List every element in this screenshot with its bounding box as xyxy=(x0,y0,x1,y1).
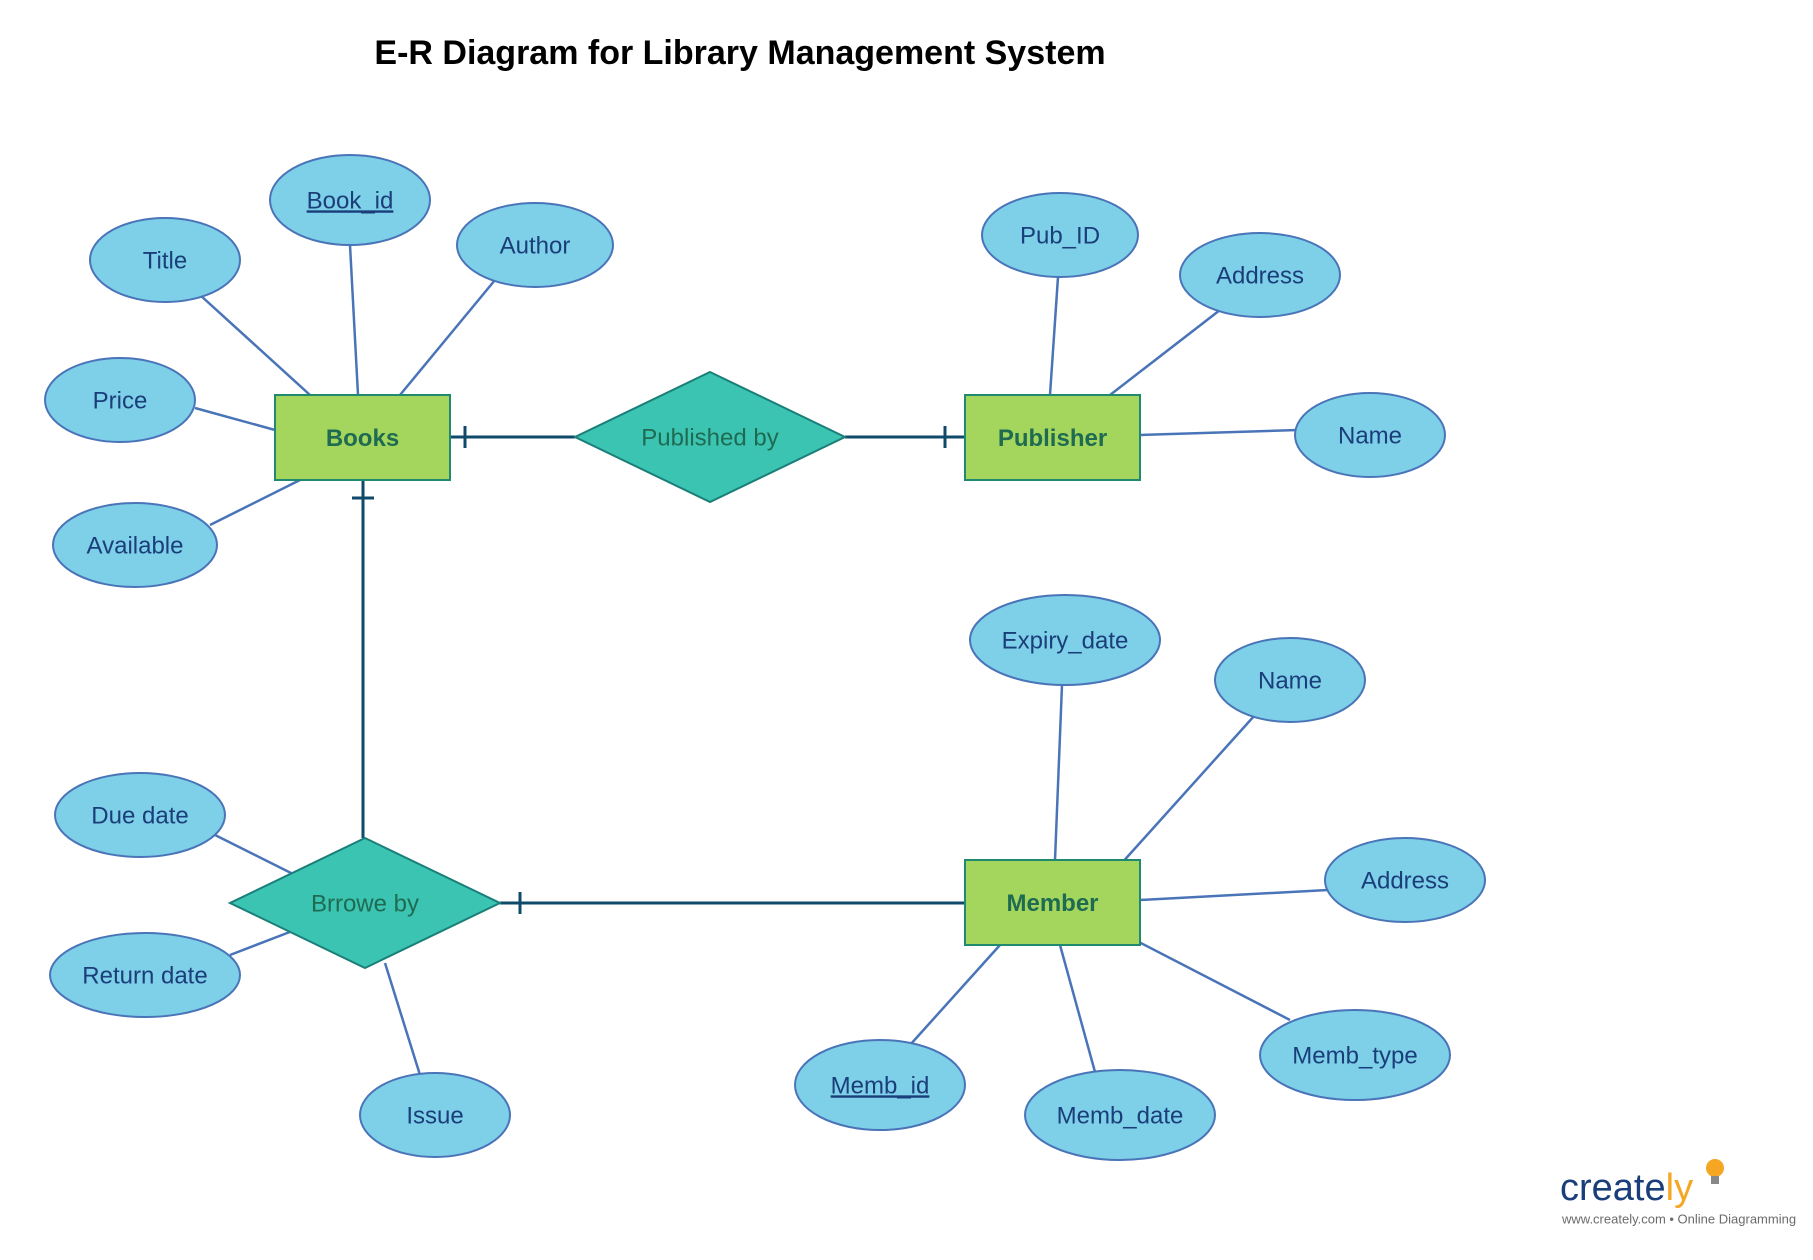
attribute-label: Price xyxy=(93,387,148,414)
relation-borrow_by: Brrowe by xyxy=(230,838,500,968)
attribute-title: Title xyxy=(90,218,240,302)
relation-label: Brrowe by xyxy=(311,890,419,917)
attribute-label: Author xyxy=(500,232,571,259)
attr-edge-p_address xyxy=(1110,310,1220,395)
attribute-label: Memb_date xyxy=(1057,1102,1184,1129)
attr-edge-expiry xyxy=(1055,685,1062,860)
attr-edge-due_date xyxy=(215,835,295,875)
attribute-p_name: Name xyxy=(1295,393,1445,477)
attr-edge-title xyxy=(200,295,310,395)
attribute-label: Name xyxy=(1258,667,1322,694)
attribute-author: Author xyxy=(457,203,613,287)
entity-label: Publisher xyxy=(998,425,1107,452)
attribute-label: Due date xyxy=(91,802,188,829)
attribute-memb_date: Memb_date xyxy=(1025,1070,1215,1160)
attribute-label: Title xyxy=(143,247,187,274)
relation-published_by: Published by xyxy=(575,372,845,502)
attr-edge-m_name xyxy=(1120,715,1255,865)
attribute-label: Address xyxy=(1216,262,1304,289)
attribute-label: Book_id xyxy=(307,187,394,214)
bulb-base-icon xyxy=(1711,1176,1719,1184)
attr-edge-pub_id xyxy=(1050,277,1058,395)
entity-publisher: Publisher xyxy=(965,395,1140,480)
attr-edge-memb_date xyxy=(1060,945,1095,1072)
attribute-label: Address xyxy=(1361,867,1449,894)
attribute-due_date: Due date xyxy=(55,773,225,857)
attr-edge-memb_id xyxy=(910,945,1000,1045)
footer-brand: creately www.creately.com • Online Diagra… xyxy=(1560,1159,1796,1226)
attribute-memb_type: Memb_type xyxy=(1260,1010,1450,1100)
attribute-available: Available xyxy=(53,503,217,587)
attr-edge-p_name xyxy=(1140,430,1298,435)
attribute-issue: Issue xyxy=(360,1073,510,1157)
er-diagram-canvas: Books Publisher Member Published by Brrowe b… xyxy=(0,0,1813,1260)
attribute-label: Pub_ID xyxy=(1020,222,1100,249)
attr-edge-available xyxy=(210,480,300,525)
attribute-label: Memb_id xyxy=(831,1072,930,1099)
entity-member: Member xyxy=(965,860,1140,945)
brand-text: creately xyxy=(1560,1167,1693,1209)
entity-label: Member xyxy=(1006,890,1098,917)
brand-tagline: www.creately.com • Online Diagramming xyxy=(1561,1211,1796,1226)
attribute-price: Price xyxy=(45,358,195,442)
diagram-title: E-R Diagram for Library Management Syste… xyxy=(374,34,1105,72)
attribute-label: Expiry_date xyxy=(1002,627,1129,654)
attr-edge-book_id xyxy=(350,245,358,395)
attribute-book_id: Book_id xyxy=(270,155,430,245)
relation-label: Published by xyxy=(641,424,778,451)
bulb-icon xyxy=(1706,1159,1724,1177)
attribute-return_date: Return date xyxy=(50,933,240,1017)
attr-edge-m_address xyxy=(1140,890,1328,900)
attribute-p_address: Address xyxy=(1180,233,1340,317)
attr-edge-memb_type xyxy=(1135,940,1290,1020)
attribute-pub_id: Pub_ID xyxy=(982,193,1138,277)
attribute-label: Available xyxy=(87,532,184,559)
attr-edge-issue xyxy=(385,963,420,1075)
attr-edge-price xyxy=(195,408,275,430)
attribute-label: Memb_type xyxy=(1292,1042,1417,1069)
attribute-label: Name xyxy=(1338,422,1402,449)
attr-edge-author xyxy=(400,280,495,395)
attr-edge-return_date xyxy=(230,930,295,955)
entity-books: Books xyxy=(275,395,450,480)
attribute-m_address: Address xyxy=(1325,838,1485,922)
attribute-m_name: Name xyxy=(1215,638,1365,722)
attribute-label: Return date xyxy=(82,962,207,989)
entity-label: Books xyxy=(326,425,399,452)
attribute-expiry: Expiry_date xyxy=(970,595,1160,685)
attribute-label: Issue xyxy=(406,1102,463,1129)
attribute-memb_id: Memb_id xyxy=(795,1040,965,1130)
